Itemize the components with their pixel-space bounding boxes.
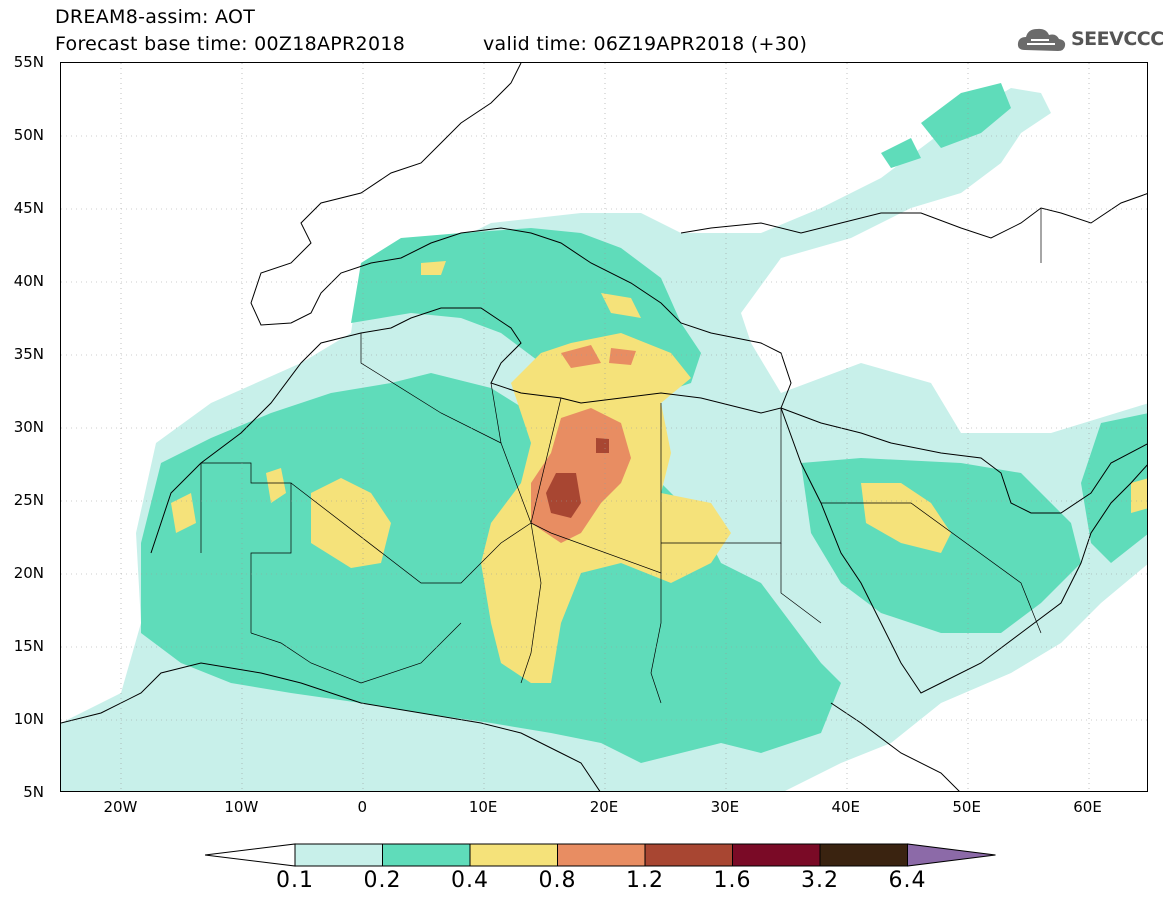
lat-label: 25N	[13, 491, 44, 509]
aot-level-1.2	[546, 438, 609, 518]
lat-lon-grid	[61, 63, 1147, 791]
lat-label: 45N	[13, 199, 44, 217]
colorbar-high-arrow	[907, 843, 996, 867]
colorbar-segment	[732, 843, 821, 867]
colorbar-segment	[294, 843, 383, 867]
lat-label: 35N	[13, 345, 44, 363]
map-title: DREAM8-assim: AOT	[55, 6, 256, 28]
logo-text: SEEVCCC	[1071, 28, 1164, 50]
colorbar-level-label: 1.2	[626, 868, 664, 893]
lon-label: 40E	[831, 798, 861, 816]
colorbar-segment	[819, 843, 908, 867]
lat-label: 30N	[13, 418, 44, 436]
valid-time: valid time: 06Z19APR2018 (+30)	[483, 33, 808, 55]
coastlines	[61, 63, 1147, 791]
aot-field	[61, 63, 1147, 791]
colorbar-segment	[382, 843, 471, 867]
colorbar-segment	[469, 843, 558, 867]
colorbar-level-label: 1.6	[713, 868, 752, 893]
aot-level-0.4	[171, 261, 1147, 683]
seevccc-logo: SEEVCCC	[1015, 22, 1164, 58]
aot-map	[60, 62, 1148, 792]
colorbar-level-label: 0.2	[363, 868, 402, 893]
colorbar-level-label: 3.2	[801, 868, 839, 893]
lat-label: 50N	[13, 126, 44, 144]
lon-label: 50E	[952, 798, 981, 816]
colorbar-level-label: 0.4	[451, 868, 489, 893]
lat-label: 5N	[23, 783, 44, 801]
colorbar-segment	[557, 843, 646, 867]
colorbar	[205, 843, 996, 867]
lon-label: 0	[357, 798, 367, 816]
colorbar-segment	[644, 843, 733, 867]
lat-label: 10N	[13, 710, 44, 728]
lon-label: 30E	[710, 798, 740, 816]
lon-label: 20W	[103, 798, 138, 816]
colorbar-level-label: 6.4	[888, 868, 927, 893]
lat-label: 15N	[13, 637, 44, 655]
cloud-icon	[1017, 28, 1066, 51]
country-borders	[200, 208, 1042, 704]
lon-label: 10E	[468, 798, 498, 816]
forecast-base-time: Forecast base time: 00Z18APR2018	[55, 33, 406, 55]
colorbar-level-label: 0.1	[276, 868, 314, 893]
lat-label: 20N	[13, 564, 44, 582]
lon-label: 10W	[224, 798, 259, 816]
lat-label: 40N	[13, 272, 44, 290]
lon-label: 60E	[1073, 798, 1102, 816]
colorbar-level-label: 0.8	[538, 868, 577, 893]
lat-label: 55N	[13, 53, 44, 71]
lon-label: 20E	[589, 798, 619, 816]
colorbar-low-arrow	[205, 843, 296, 867]
